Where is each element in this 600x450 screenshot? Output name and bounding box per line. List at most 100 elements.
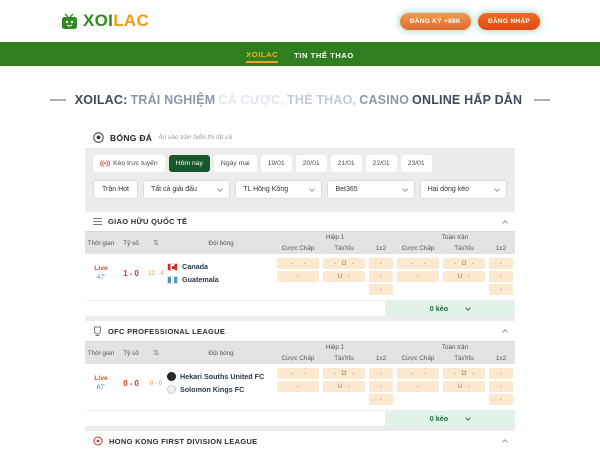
more-odds-button[interactable]: 0 kèo <box>385 301 515 316</box>
odds-cell[interactable]: - O - <box>323 258 365 269</box>
solomon-crest-icon <box>167 385 176 394</box>
odds-cell[interactable]: - <box>397 271 439 282</box>
away-team[interactable]: Solomon Kings FC <box>167 385 275 394</box>
corner-score: 12 - 4 <box>147 269 165 277</box>
odds-cell[interactable]: - <box>369 258 393 269</box>
away-team[interactable]: Guatemala <box>167 275 275 284</box>
tomorrow-chip[interactable]: Ngày mai <box>213 155 257 172</box>
away-team-name: Solomon Kings FC <box>180 385 245 394</box>
register-button[interactable]: ĐĂNG KÝ +88K <box>399 12 471 30</box>
date-chip[interactable]: 21/01 <box>330 155 362 172</box>
col-header-1x2: 1x2 <box>375 245 387 252</box>
top-bar: XOILAC ĐĂNG KÝ +88K ĐĂNG NHẬP <box>0 0 600 42</box>
odds-cell[interactable]: - O - <box>443 368 485 379</box>
login-button[interactable]: ĐĂNG NHẬP <box>477 12 540 30</box>
nav-item-xoilac[interactable]: XOILAC <box>246 46 279 63</box>
odds-cell[interactable]: - <box>489 258 513 269</box>
match-row[interactable]: Live 67' 0 - 0 0 - 0 Hekari Souths Unite… <box>85 364 515 410</box>
league-section: GIAO HỮU QUỐC TẾ Thời gian Tỷ số ⇅ Đội b… <box>85 212 515 316</box>
chevron-up-icon <box>502 219 508 226</box>
odds-cell[interactable]: - <box>489 381 513 392</box>
more-odds-button[interactable]: 0 kèo <box>385 411 515 426</box>
bookmaker-select-value: Bet365 <box>335 186 358 193</box>
odds-cell[interactable]: - O - <box>323 368 365 379</box>
odds-cell[interactable]: - - <box>397 258 439 269</box>
odds-cell-empty <box>397 284 439 295</box>
away-team-name: Guatemala <box>182 275 219 284</box>
odds-cell[interactable]: - O - <box>443 258 485 269</box>
live-status: Live <box>94 375 108 382</box>
odds-cell[interactable]: - <box>489 284 513 295</box>
match-score: 0 - 0 <box>123 378 139 388</box>
odds-cell[interactable]: - <box>369 368 393 379</box>
league-bar[interactable]: HONG KONG FIRST DIVISION LEAGUE <box>85 431 515 450</box>
timezone-select[interactable]: TL Hồng Kông <box>235 180 323 199</box>
live-odds-label: Kèo trực tuyến <box>113 160 158 167</box>
odds-cell[interactable]: U - <box>323 381 365 392</box>
chevron-down-icon <box>465 414 472 421</box>
corner-score: 0 - 0 <box>149 379 163 387</box>
odds-cell[interactable]: - <box>489 271 513 282</box>
odds-cell[interactable]: - <box>277 271 319 282</box>
title-row: XOILAC: TRẢI NGHIỆM CÁ CƯỢC, THỂ THAO, CASIN… <box>0 93 600 107</box>
col-header-ou: Tài/Xỉu <box>334 245 354 252</box>
group-header-half: Hiệp 1 <box>325 234 345 241</box>
site-logo[interactable]: XOILAC <box>60 11 149 31</box>
odds-card: BÓNG ĐÁ Ấn vào trận hiển thị tất cả ((•)… <box>85 127 515 450</box>
teams-cell: Canada Guatemala <box>167 258 275 288</box>
tv-logo-icon <box>62 13 77 29</box>
odds-cell[interactable]: - <box>277 381 319 392</box>
home-team[interactable]: Hekari Souths United FC <box>167 372 275 381</box>
chevron-down-icon <box>217 185 224 192</box>
chevron-down-icon <box>401 185 408 192</box>
odds-cell[interactable]: - <box>369 271 393 282</box>
col-header-1x2: 1x2 <box>375 355 387 362</box>
odds-cell[interactable]: - - <box>397 368 439 379</box>
date-chip[interactable]: 22/01 <box>365 155 397 172</box>
sport-title: BÓNG ĐÁ <box>110 132 153 143</box>
league-footer: 0 kèo <box>85 300 515 316</box>
league-name: OFC PROFESSIONAL LEAGUE <box>108 326 226 336</box>
match-row[interactable]: Live 47' 1 - 0 12 - 4 Canada Guatemala -… <box>85 254 515 300</box>
odds-cell[interactable]: U - <box>443 271 485 282</box>
title-seg: XOILAC: <box>74 93 128 107</box>
odds-cell[interactable]: - <box>369 381 393 392</box>
odds-cell[interactable]: U - <box>323 271 365 282</box>
odds-cell[interactable]: - <box>489 394 513 405</box>
odds-cell[interactable]: - - <box>277 258 319 269</box>
odds-cell[interactable]: - - <box>277 368 319 379</box>
league-bar[interactable]: OFC PROFESSIONAL LEAGUE <box>85 321 515 341</box>
match-minute: 47' <box>96 274 106 281</box>
league-bar[interactable]: GIAO HỮU QUỐC TẾ <box>85 212 515 231</box>
select-filter-row: Trận Hot Tất cả giải đấu TL Hồng Kông Be… <box>85 176 515 207</box>
league-select-value: Tất cả giải đấu <box>150 186 197 193</box>
chevron-down-icon <box>465 304 472 311</box>
odds-cell[interactable]: - <box>369 284 393 295</box>
col-header-team: Đội bóng <box>208 239 234 247</box>
hot-matches-button[interactable]: Trận Hot <box>93 180 138 199</box>
chevron-up-icon <box>502 439 508 445</box>
sort-icon[interactable]: ⇅ <box>153 240 159 247</box>
odds-cell[interactable]: - <box>489 368 513 379</box>
title-seg: TRẢI NGHIỆM <box>130 93 216 107</box>
date-chip[interactable]: 20/01 <box>295 155 327 172</box>
nav-item-tin-the-thao[interactable]: TIN THỂ THAO <box>294 50 354 60</box>
odds-lines-select[interactable]: Hai dòng kèo <box>419 180 507 199</box>
league-name: GIAO HỮU QUỐC TẾ <box>108 217 188 226</box>
odds-cell-empty <box>443 394 485 405</box>
sort-icon[interactable]: ⇅ <box>153 350 159 357</box>
bookmaker-select[interactable]: Bet365 <box>327 180 415 199</box>
odds-cell[interactable]: U - <box>443 381 485 392</box>
odds-cell[interactable]: - <box>369 394 393 405</box>
home-team[interactable]: Canada <box>167 262 275 271</box>
odds-lines-select-value: Hai dòng kèo <box>427 186 469 193</box>
league-select[interactable]: Tất cả giải đấu <box>142 180 231 199</box>
odds-cell[interactable]: - <box>397 381 439 392</box>
today-chip[interactable]: Hôm nay <box>168 155 210 172</box>
col-header-team: Đội bóng <box>208 349 234 357</box>
live-odds-chip[interactable]: ((•)) Kèo trực tuyến <box>93 155 165 172</box>
logo-text-orange: LAC <box>113 11 150 30</box>
date-chip[interactable]: 23/01 <box>400 155 432 172</box>
more-odds-label: 0 kèo <box>429 414 449 423</box>
date-chip[interactable]: 19/01 <box>260 155 292 172</box>
